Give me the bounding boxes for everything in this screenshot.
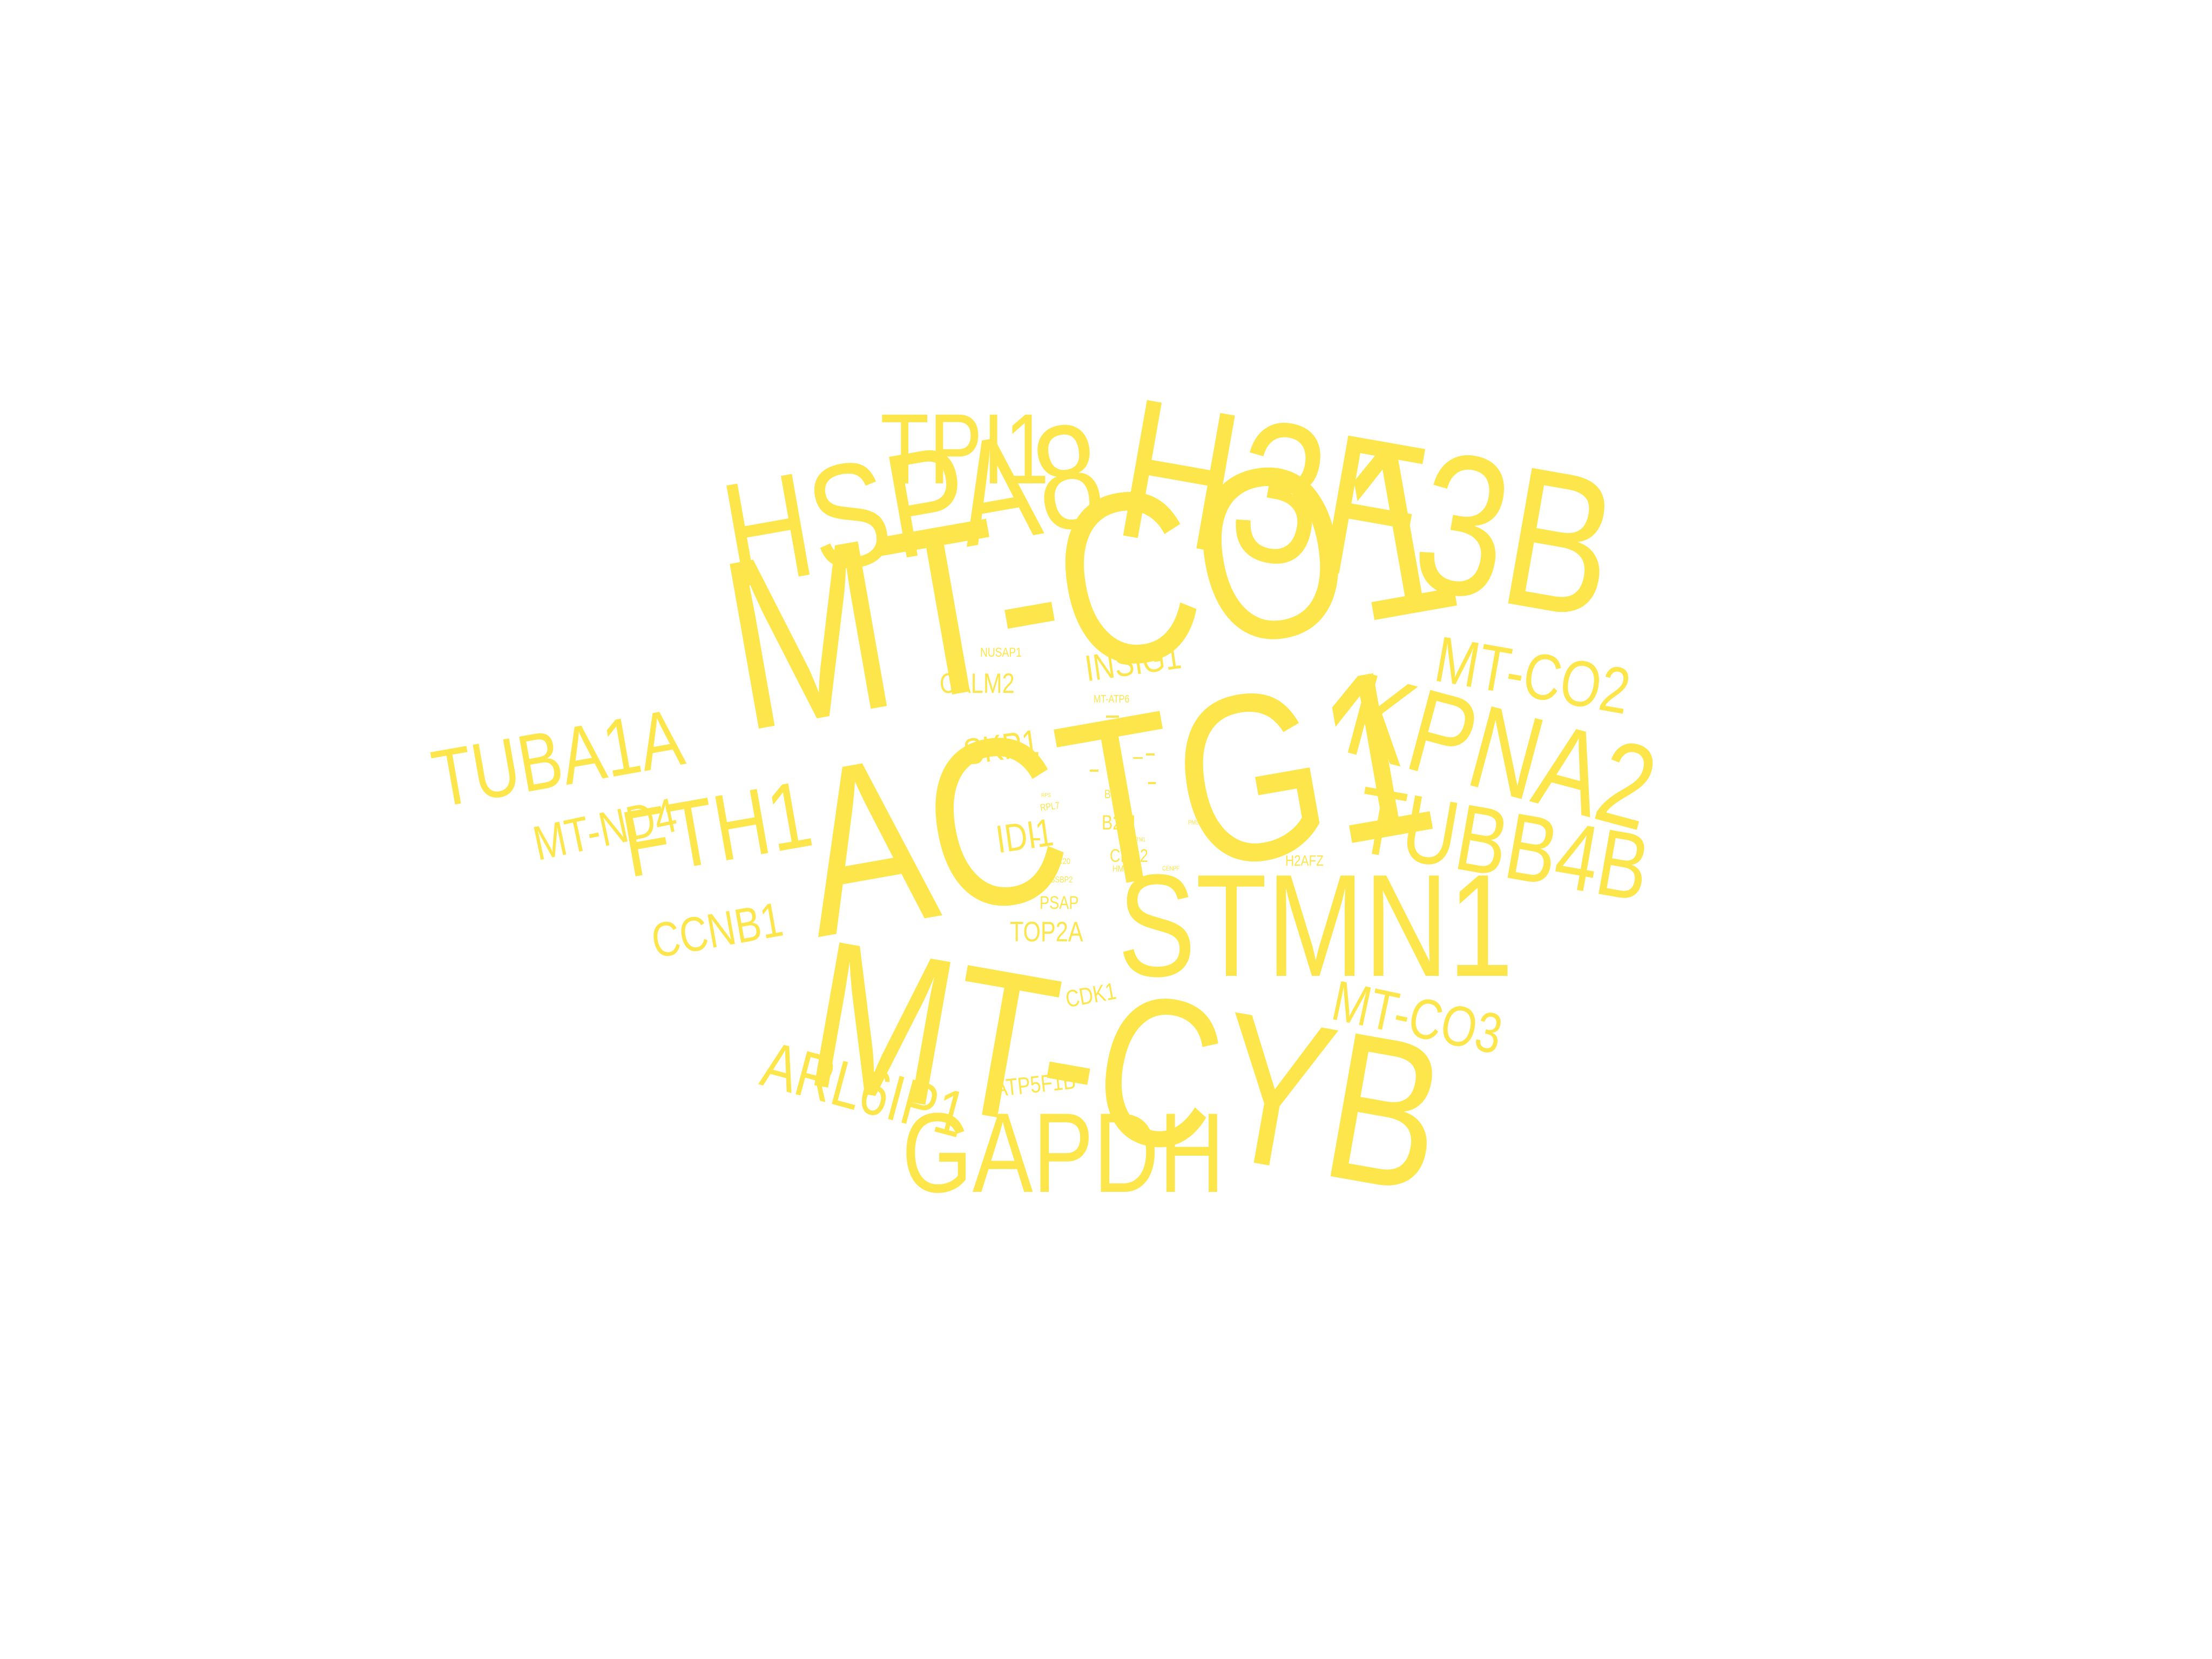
word-stmn1: STMN1 bbox=[1118, 845, 1514, 1007]
tiny-word-mark bbox=[1106, 716, 1119, 718]
word-cks2: CKS2 bbox=[1110, 846, 1149, 866]
word-ssbp2: SSBP2 bbox=[1050, 875, 1073, 885]
word-psap: PSAP bbox=[1040, 893, 1079, 913]
word-rpl7: RPL7 bbox=[1039, 799, 1061, 813]
word-h2afz: H2AFZ bbox=[1285, 852, 1324, 869]
word-idi1: IDI1 bbox=[993, 811, 1056, 862]
word-sqstm1: SQSTM1 bbox=[1126, 837, 1146, 843]
tiny-word-mark bbox=[1148, 782, 1156, 784]
word-tpi1: TPI1 bbox=[880, 394, 1049, 505]
word-nusap1: NUSAP1 bbox=[980, 645, 1022, 660]
word-tuba1b: TUBA1B bbox=[1205, 830, 1226, 838]
word-skp1: SKP1 bbox=[961, 721, 1041, 773]
tiny-word-mark bbox=[1090, 770, 1098, 772]
word-cdc20: CDC20 bbox=[1048, 857, 1070, 866]
word-hmgb2: HMGB2 bbox=[1112, 864, 1139, 874]
tiny-word-mark bbox=[1033, 838, 1040, 840]
word-top2a: TOP2A bbox=[1010, 916, 1083, 948]
word-b2m: B2M bbox=[1102, 812, 1136, 834]
word-ccnb1: CCNB1 bbox=[648, 892, 787, 969]
word-rps: RPS bbox=[1041, 792, 1051, 799]
word-pmsce: PMSCE bbox=[1188, 819, 1207, 826]
word-calm2: CALM2 bbox=[940, 668, 1015, 699]
word-cenpf: CENPF bbox=[1162, 865, 1180, 872]
word-mt-atp6: MT-ATP6 bbox=[1094, 693, 1130, 705]
word-gapdh: GAPDH bbox=[902, 1089, 1225, 1216]
tiny-word-mark bbox=[1146, 753, 1155, 756]
word-bub1: BUB1 bbox=[1104, 787, 1129, 801]
tiny-word-mark bbox=[1133, 757, 1143, 759]
